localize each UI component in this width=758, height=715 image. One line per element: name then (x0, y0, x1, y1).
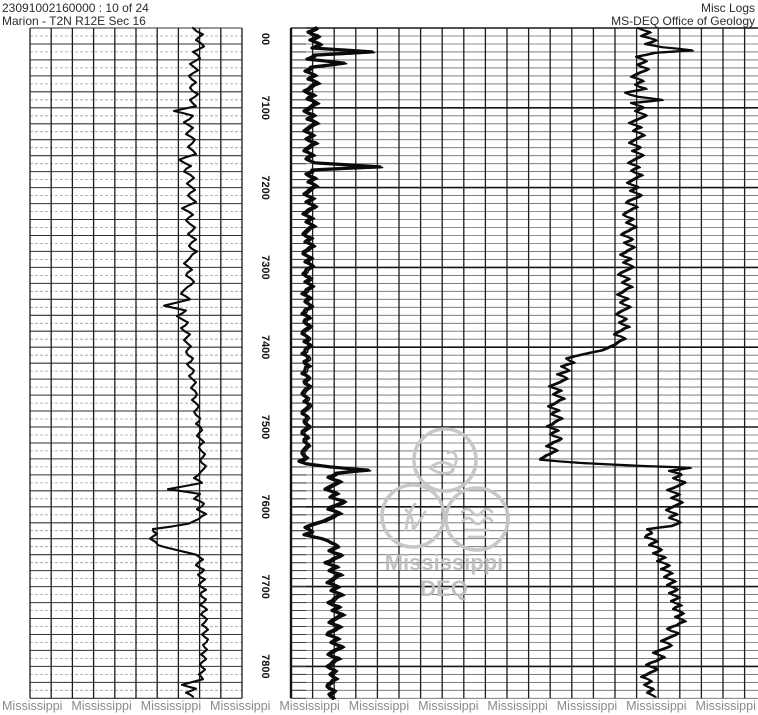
depth-label: 7200 (259, 175, 271, 199)
agency-name: MS-DEQ Office of Geology (611, 14, 755, 28)
waves-icon (461, 516, 494, 526)
plant-icon (404, 502, 427, 532)
watermark-circle-top (412, 427, 478, 493)
watermark-text-mississippi: Mississippi (385, 550, 504, 575)
well-location: Marion - T2N R12E Sec 16 (2, 14, 146, 28)
footer-watermark: Mississippi (279, 699, 340, 713)
footer-watermark: Mississippi (140, 699, 202, 713)
footer-watermark: Mississippi (626, 699, 687, 713)
document-id-and-page: 23091002160000 : 10 of 24 (2, 1, 149, 15)
footer-watermark: Mississippi (348, 699, 410, 713)
depth-label: 00 (259, 33, 271, 45)
depth-label: 7300 (259, 255, 271, 279)
watermark-circle-left (380, 483, 446, 549)
depth-tick-marks (292, 27, 306, 699)
log-curves (148, 26, 695, 700)
watermark-circle-right (444, 486, 510, 552)
footer-watermark: Mississippi (487, 699, 548, 713)
right-curve (538, 26, 694, 698)
footer-watermark-row: Mississippi Mississippi Mississippi Mississ… (0, 699, 758, 715)
waves-icon (460, 507, 494, 517)
footer-watermark: Mississippi (210, 699, 271, 713)
vertical-gridlines (29, 28, 746, 699)
footer-watermark: Mississippi (556, 699, 618, 713)
swan-icon (428, 461, 455, 475)
footer-watermark: Mississippi (71, 699, 132, 713)
footer-watermark: Mississippi (695, 699, 756, 713)
footer-watermark: Mississippi (2, 699, 63, 713)
msdeq-watermark: Mississippi DEQ (380, 427, 510, 601)
depth-label: 7100 (259, 96, 271, 120)
depth-label: 7700 (259, 574, 271, 598)
middle-curve-echo (300, 27, 384, 700)
right-curve-echo (541, 28, 695, 698)
left-track-curve (148, 26, 210, 698)
log-type: Misc Logs (700, 1, 755, 15)
depth-label: 7400 (259, 335, 271, 359)
depth-axis-labels: 00 7100 7200 7300 7400 7500 7600 7700 7800 (259, 33, 271, 679)
footer-watermark: Mississippi (418, 699, 479, 713)
watermark-text-deq: DEQ (420, 576, 468, 601)
depth-label: 7800 (259, 654, 271, 678)
horizontal-gridlines (30, 27, 758, 699)
swan-icon (446, 450, 458, 472)
waves-icon (464, 528, 490, 539)
depth-label: 7500 (259, 415, 271, 439)
depth-label: 7600 (259, 495, 271, 519)
